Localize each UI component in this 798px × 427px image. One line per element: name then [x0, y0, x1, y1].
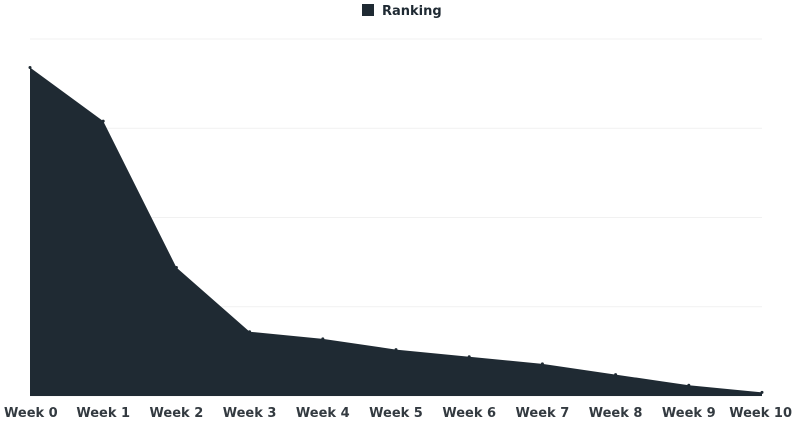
data-point-7 — [540, 362, 544, 366]
x-tick-label: Week 0 — [4, 406, 58, 421]
data-point-5 — [394, 348, 398, 352]
x-axis-tick-labels: Week 0 Week 1 Week 2 Week 3 Week 4 Week 5 Week… — [4, 406, 792, 421]
data-point-2 — [174, 265, 178, 269]
area-ranking — [30, 67, 762, 396]
x-tick-label: Week 4 — [296, 406, 350, 421]
legend-label-ranking: Ranking — [382, 4, 442, 19]
x-tick-label: Week 8 — [589, 406, 643, 421]
data-point-9 — [687, 383, 691, 387]
data-point-0 — [28, 66, 32, 70]
data-point-8 — [614, 373, 618, 377]
x-tick-label: Week 6 — [442, 406, 496, 421]
x-tick-label: Week 2 — [150, 406, 204, 421]
x-tick-label: Week 7 — [516, 406, 570, 421]
x-tick-label: Week 5 — [369, 406, 423, 421]
x-tick-label: Week 1 — [76, 406, 130, 421]
data-point-3 — [248, 330, 252, 334]
data-point-10 — [760, 390, 764, 394]
x-tick-label: Week 3 — [223, 406, 277, 421]
legend: Ranking — [362, 4, 442, 19]
data-point-6 — [467, 355, 471, 359]
area-series — [28, 66, 764, 396]
x-tick-label: Week 10 — [729, 406, 792, 421]
x-tick-label: Week 9 — [662, 406, 716, 421]
legend-swatch — [362, 4, 374, 16]
data-point-4 — [321, 337, 325, 341]
data-point-1 — [101, 119, 105, 123]
